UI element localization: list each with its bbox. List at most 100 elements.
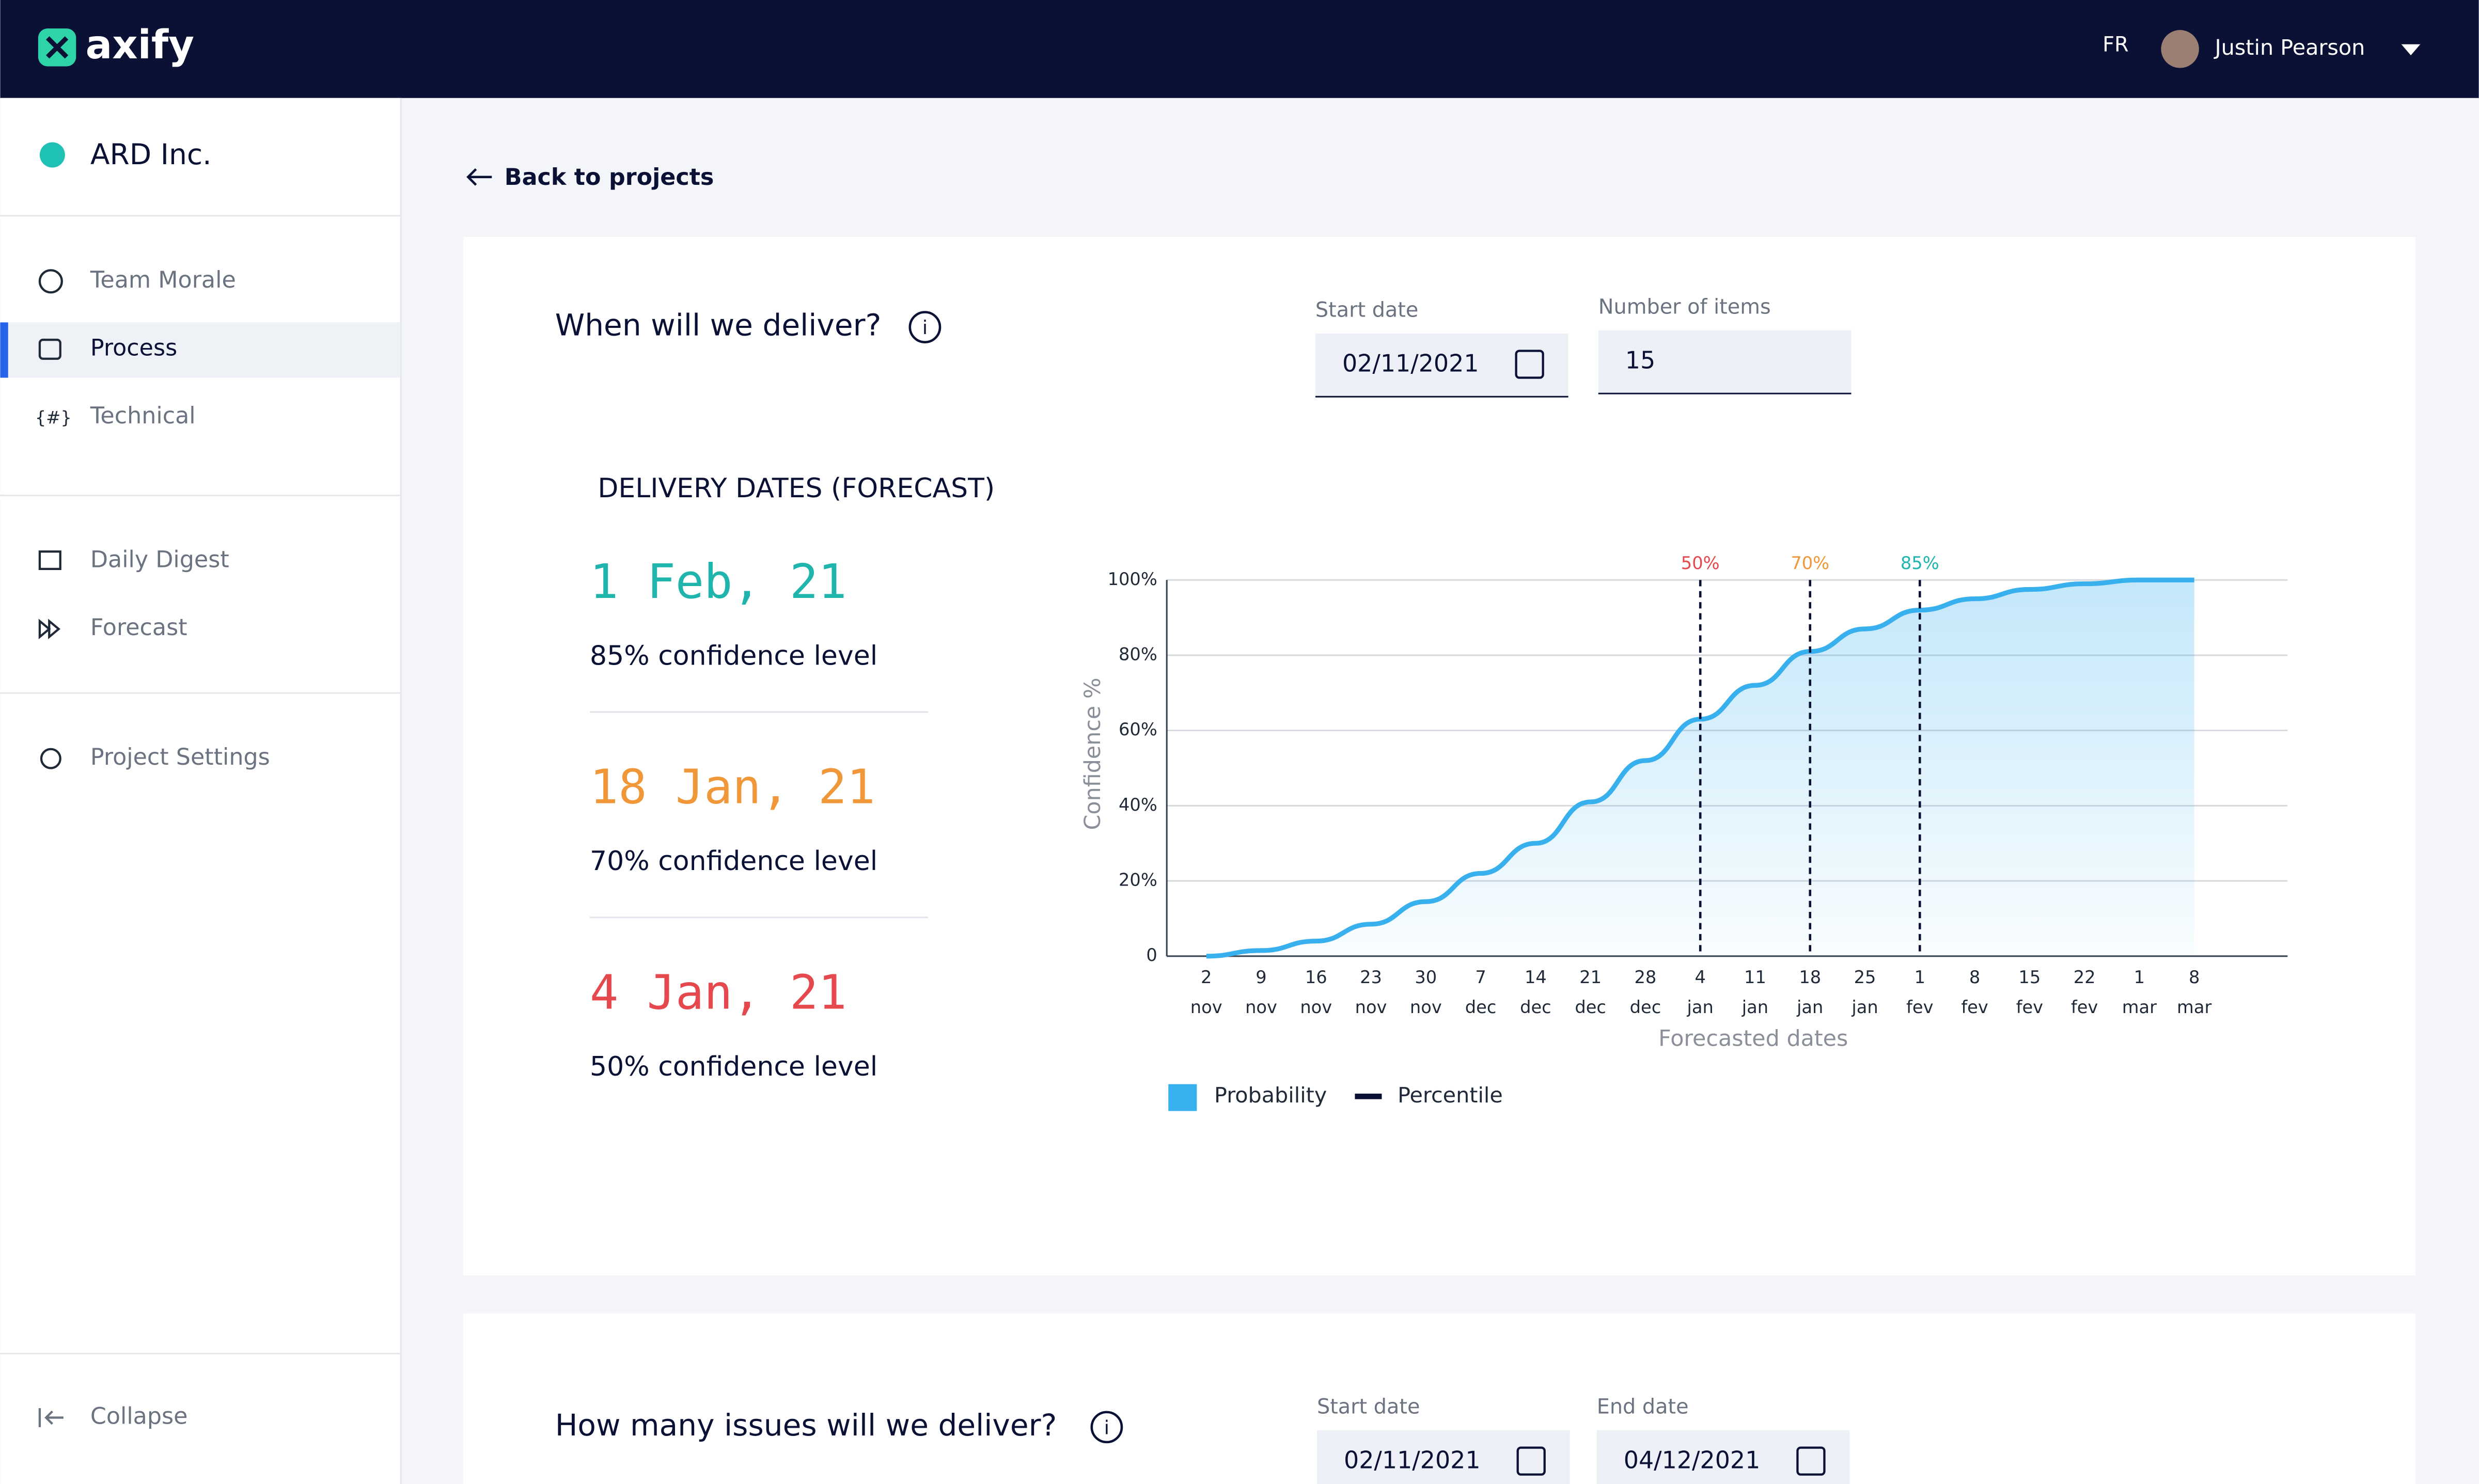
- x-tick-month: dec: [1575, 997, 1606, 1017]
- nav-item[interactable]: Team Morale: [90, 267, 236, 293]
- y-tick-label: 100%: [1108, 569, 1157, 589]
- x-tick-month: dec: [1520, 997, 1551, 1017]
- y-tick-label: 20%: [1119, 870, 1157, 890]
- percentile-label: 85%: [1901, 553, 1939, 573]
- x-tick-month: nov: [1300, 997, 1332, 1017]
- percentile-label: 70%: [1791, 553, 1829, 573]
- active-item-bg: [0, 322, 400, 378]
- input-value: 04/12/2021: [1624, 1446, 1761, 1474]
- y-tick-label: 40%: [1119, 795, 1157, 815]
- x-tick-day: 11: [1744, 967, 1766, 987]
- x-tick-day: 21: [1579, 967, 1602, 987]
- x-tick-month: jan: [1851, 997, 1878, 1017]
- x-tick-day: 23: [1360, 967, 1382, 987]
- field-label: End date: [1597, 1395, 1689, 1419]
- back-arrow[interactable]: [466, 168, 492, 186]
- org-name: ARD Inc.: [90, 138, 212, 171]
- active-indicator: [0, 322, 8, 378]
- user-name[interactable]: Justin Pearson: [2213, 35, 2365, 60]
- x-tick-month: nov: [1355, 997, 1387, 1017]
- field-label: Number of items: [1598, 295, 1771, 319]
- y-axis-label: Confidence %: [1080, 677, 1106, 830]
- result-caption: 70% confidence level: [590, 846, 877, 877]
- x-tick-month: fev: [2071, 997, 2098, 1017]
- svg-text:{#}: {#}: [35, 408, 72, 428]
- sidebar: [0, 98, 400, 1484]
- legend-swatch: [1168, 1084, 1197, 1111]
- nav-item[interactable]: Technical: [90, 403, 196, 429]
- card-title: When will we deliver?: [555, 308, 882, 343]
- x-tick-day: 18: [1799, 967, 1821, 987]
- nav-item[interactable]: Daily Digest: [90, 547, 229, 573]
- legend-label: Percentile: [1398, 1083, 1503, 1108]
- x-tick-day: 25: [1854, 967, 1876, 987]
- user-menu-caret[interactable]: [2401, 44, 2421, 56]
- x-tick-day: 14: [1525, 967, 1547, 987]
- x-tick-month: nov: [1410, 997, 1442, 1017]
- y-tick-label: 60%: [1119, 719, 1157, 739]
- nav-item[interactable]: Forecast: [90, 614, 187, 641]
- field-label: Start date: [1315, 298, 1418, 322]
- y-tick-label: 80%: [1119, 644, 1157, 664]
- x-tick-month: jan: [1687, 997, 1714, 1017]
- result-date: 4 Jan, 21: [590, 965, 846, 1020]
- x-tick-month: jan: [1796, 997, 1823, 1017]
- input-value: 15: [1625, 346, 1655, 374]
- x-tick-day: 1: [2134, 967, 2145, 987]
- info-i: i: [922, 317, 928, 339]
- sidebar-dividers: [0, 215, 400, 1355]
- x-tick-month: dec: [1630, 997, 1661, 1017]
- calendar-icon[interactable]: [1796, 1446, 1826, 1476]
- input-value: 02/11/2021: [1344, 1446, 1481, 1474]
- x-tick-day: 28: [1635, 967, 1657, 987]
- x-tick-day: 22: [2074, 967, 2096, 987]
- x-tick-day: 8: [1969, 967, 1980, 987]
- x-tick-day: 15: [2018, 967, 2041, 987]
- percentile-label: 50%: [1681, 553, 1720, 573]
- info-icon[interactable]: [1090, 1411, 1123, 1444]
- nav-item-active[interactable]: Process: [90, 335, 177, 361]
- x-tick-month: mar: [2177, 997, 2211, 1017]
- top-bar: [0, 0, 2479, 98]
- logo[interactable]: axify: [86, 22, 194, 68]
- x-axis-label: Forecasted dates: [1658, 1025, 1848, 1051]
- x-tick-day: 7: [1475, 967, 1486, 987]
- language[interactable]: FR: [2103, 33, 2129, 56]
- card-title: How many issues will we deliver?: [555, 1408, 1057, 1443]
- logo-x: [45, 36, 69, 59]
- x-tick-month: fev: [1906, 997, 1933, 1017]
- x-tick-month: nov: [1245, 997, 1277, 1017]
- x-tick-day: 16: [1305, 967, 1327, 987]
- x-tick-month: fev: [2016, 997, 2043, 1017]
- x-tick-month: fev: [1961, 997, 1988, 1017]
- date-input[interactable]: [1315, 333, 1568, 397]
- x-tick-day: 4: [1694, 967, 1705, 987]
- nav-item[interactable]: Project Settings: [90, 744, 270, 770]
- result-date: 18 Jan, 21: [590, 760, 875, 815]
- x-tick-month: jan: [1741, 997, 1768, 1017]
- result-caption: 50% confidence level: [590, 1051, 877, 1082]
- calendar-icon[interactable]: [1515, 350, 1544, 379]
- legend-swatch: [1355, 1094, 1382, 1099]
- x-tick-day: 9: [1256, 967, 1266, 987]
- x-tick-day: 1: [1915, 967, 1925, 987]
- calendar-icon[interactable]: [1516, 1446, 1546, 1476]
- x-tick-day: 8: [2189, 967, 2200, 987]
- field-label: Start date: [1317, 1395, 1420, 1419]
- info-icon[interactable]: [908, 311, 942, 343]
- legend-label: Probability: [1214, 1083, 1327, 1108]
- line: [1206, 577, 2194, 959]
- back-link[interactable]: Back to projects: [505, 164, 714, 191]
- x-tick-month: dec: [1465, 997, 1497, 1017]
- result-date: 1 Feb, 21: [590, 554, 846, 609]
- result-caption: 85% confidence level: [590, 640, 877, 671]
- x-tick-month: mar: [2122, 997, 2157, 1017]
- collapse[interactable]: Collapse: [90, 1403, 188, 1429]
- x-tick-month: nov: [1190, 997, 1222, 1017]
- info-i: i: [1104, 1416, 1109, 1439]
- number-input[interactable]: [1598, 330, 1852, 394]
- y-tick-label: 0: [1146, 945, 1157, 965]
- org-dot: [39, 142, 65, 168]
- avatar[interactable]: [2161, 30, 2199, 68]
